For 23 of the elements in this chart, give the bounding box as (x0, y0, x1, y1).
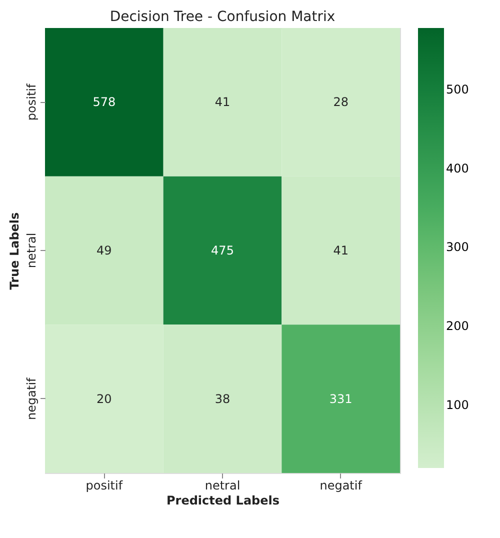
data-label: 475 (211, 244, 234, 258)
y-tick-label: negatif (24, 376, 38, 420)
color-bar-label: 500 (446, 82, 469, 97)
color-bar-label: 400 (446, 161, 469, 176)
y-axis-title: True Labels (8, 212, 22, 290)
y-tick-label: positif (24, 82, 38, 121)
x-tick-label: negatif (320, 478, 363, 492)
data-label: 28 (333, 95, 348, 110)
y-tick-label: netral (24, 232, 38, 268)
data-label: 38 (214, 392, 230, 406)
data-label: 578 (92, 95, 116, 110)
color-bar-label: 200 (446, 319, 469, 334)
color-bar-label: 100 (446, 398, 469, 412)
color-bar-label: 300 (446, 240, 469, 254)
data-label: 331 (329, 392, 352, 406)
x-axis-title: Predicted Labels (166, 494, 280, 508)
x-tick-label: positif (86, 478, 124, 492)
data-label: 41 (333, 244, 348, 258)
x-tick-label: netral (204, 478, 240, 492)
data-label: 41 (214, 95, 230, 110)
data-label: 49 (96, 244, 112, 258)
chart-title: Decision Tree - Confusion Matrix (110, 9, 336, 25)
data-label: 20 (96, 392, 112, 406)
